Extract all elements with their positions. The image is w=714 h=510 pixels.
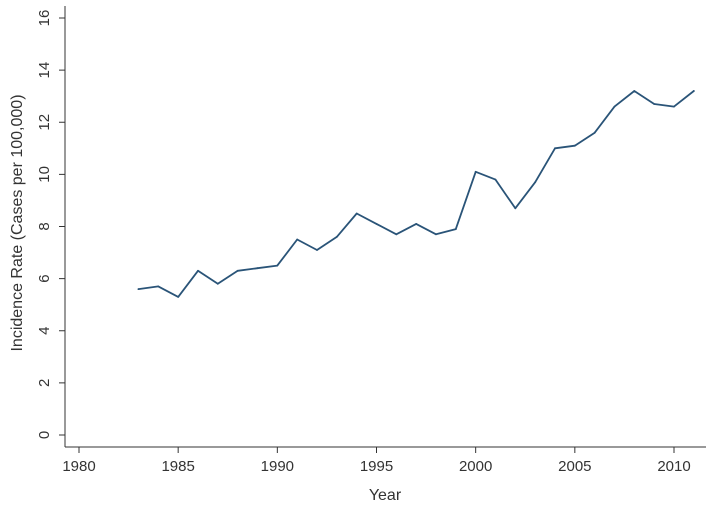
x-tick-label: 1995 (360, 458, 393, 475)
x-tick-label: 2005 (558, 458, 591, 475)
data-point (474, 170, 477, 173)
data-point (335, 236, 338, 238)
data-point (534, 181, 537, 184)
x-tick-label: 1990 (261, 458, 294, 475)
y-axis-ticks: 0 2 4 6 8 10 12 14 16 (36, 10, 65, 439)
y-axis-title: Incidence Rate (Cases per 100,000) (9, 94, 26, 351)
data-point (593, 131, 596, 134)
x-tick-label: 1980 (62, 458, 95, 475)
data-point (316, 249, 318, 251)
data-point (197, 269, 199, 272)
x-tick-label: 1985 (161, 458, 194, 475)
y-tick-label: 16 (36, 10, 53, 27)
series-line (137, 90, 695, 298)
y-tick-label: 2 (36, 379, 53, 387)
data-point (494, 178, 497, 181)
data-point (633, 90, 636, 92)
data-point (375, 223, 378, 225)
x-tick-label: 2010 (657, 458, 690, 475)
data-point (276, 264, 279, 267)
y-tick-label: 12 (36, 114, 53, 131)
data-point (514, 207, 517, 210)
y-tick-label: 4 (36, 327, 53, 335)
data-point (415, 223, 418, 225)
data-point (355, 212, 358, 215)
data-point (137, 288, 140, 290)
x-axis-title: Year (369, 487, 402, 504)
data-point (692, 90, 695, 92)
data-point (573, 144, 576, 147)
data-point (177, 296, 180, 298)
y-tick-label: 8 (36, 222, 53, 230)
data-point (554, 147, 556, 150)
y-tick-label: 10 (36, 166, 53, 183)
y-tick-label: 14 (36, 62, 53, 79)
data-point (673, 105, 675, 108)
data-point (216, 282, 219, 285)
data-point (157, 285, 160, 288)
data-point (653, 103, 656, 105)
data-point (454, 228, 457, 231)
data-point (435, 233, 437, 236)
x-axis-ticks: 1980 1985 1990 1995 2000 2005 2010 (62, 447, 691, 475)
data-point (256, 267, 259, 270)
x-tick-label: 2000 (459, 458, 492, 475)
series-layer (137, 90, 695, 298)
data-point (296, 238, 299, 241)
y-tick-label: 6 (36, 274, 53, 282)
plot-frame (64, 6, 706, 448)
y-tick-label: 0 (36, 431, 53, 439)
data-point (236, 269, 239, 272)
data-point (395, 233, 398, 236)
data-point (613, 105, 616, 108)
